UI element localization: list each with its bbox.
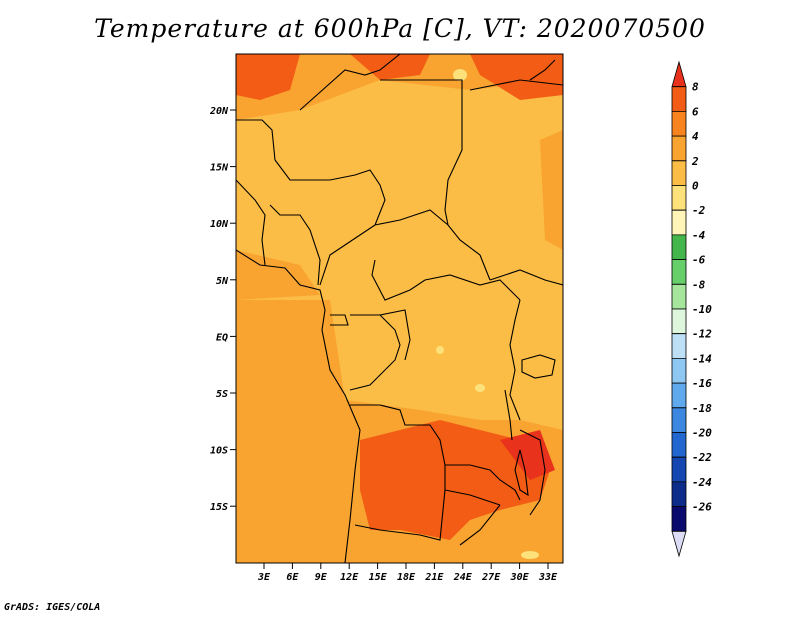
legend-label: 2: [691, 155, 699, 168]
legend-label: -26: [692, 501, 712, 514]
legend-swatch: [671, 111, 687, 137]
temperature-field: [236, 54, 563, 563]
map-frame: [235, 53, 564, 564]
legend-swatch: [671, 358, 687, 384]
y-tick-label: EQ: [216, 332, 228, 343]
legend-label: -22: [692, 451, 712, 464]
x-tick-label: 27E: [481, 572, 501, 583]
legend-label: 0: [692, 180, 699, 193]
legend-label: -18: [692, 402, 712, 415]
legend-swatch: [671, 481, 687, 507]
x-tick-label: 24E: [453, 572, 473, 583]
legend-label: -20: [692, 427, 712, 440]
legend-swatch: [671, 160, 687, 186]
legend-swatch: [671, 234, 687, 260]
legend-swatch: [671, 530, 687, 558]
legend-label: -10: [692, 303, 712, 316]
x-tick-label: 12E: [340, 572, 359, 583]
x-tick-label: 33E: [538, 572, 558, 583]
legend: 8 6 4 2 0 -2 -4 -6 -8 -10 -12 -14 -16 -18 -20 -22 -24 -26: [671, 60, 712, 558]
legend-label: -4: [692, 229, 706, 242]
legend-label: -8: [692, 278, 706, 291]
legend-swatch: [671, 432, 687, 458]
legend-swatch: [671, 308, 687, 335]
legend-swatch: [671, 283, 687, 310]
x-tick-label: 15E: [369, 572, 388, 583]
legend-label: 6: [692, 105, 699, 118]
legend-label: -2: [692, 204, 706, 217]
legend-swatch: [671, 259, 687, 285]
legend-swatch: [671, 185, 687, 211]
legend-swatch: [671, 506, 687, 532]
legend-swatch: [671, 86, 687, 112]
x-tick-label: 9E: [315, 572, 328, 583]
y-tick-label: 10S: [210, 446, 228, 457]
x-tick-label: 21E: [424, 572, 444, 583]
y-tick-label: 15N: [210, 163, 229, 174]
x-tick-label: 6E: [286, 572, 299, 583]
legend-swatch: [671, 456, 687, 483]
y-tick-label: 15S: [210, 502, 228, 513]
y-tick-label: 10N: [210, 219, 229, 230]
x-tick-label: 30E: [510, 572, 530, 583]
x-tick-label: 3E: [257, 572, 271, 583]
legend-label: 8: [692, 81, 699, 94]
y-tick-label: 5S: [216, 389, 228, 400]
legend-label: -12: [692, 328, 712, 341]
country-borders: [236, 54, 563, 563]
legend-label: -6: [692, 254, 706, 267]
legend-label: -16: [692, 377, 712, 390]
chart-title: Temperature at 600hPa [C], VT: 202007050…: [94, 14, 706, 43]
legend-label: -14: [692, 352, 712, 365]
legend-swatch: [671, 333, 687, 359]
y-tick-label: 20N: [209, 106, 229, 117]
legend-swatch: [671, 209, 687, 236]
x-tick-label: 18E: [397, 572, 416, 583]
legend-swatch: [671, 135, 687, 162]
legend-swatch: [671, 382, 687, 409]
y-tick-label: 5N: [216, 276, 229, 287]
x-axis: 3E 6E 9E 12E 15E 18E 21E 24E 27E 30E 33E: [257, 563, 558, 583]
legend-label: -24: [692, 476, 712, 489]
legend-swatch: [671, 407, 687, 433]
legend-label: 4: [692, 130, 699, 143]
credit-text: GrADS: IGES/COLA: [4, 602, 101, 613]
y-axis: 20N 15N 10N 5N EQ 5S 10S 15S: [209, 106, 236, 513]
legend-swatch: [671, 60, 687, 88]
